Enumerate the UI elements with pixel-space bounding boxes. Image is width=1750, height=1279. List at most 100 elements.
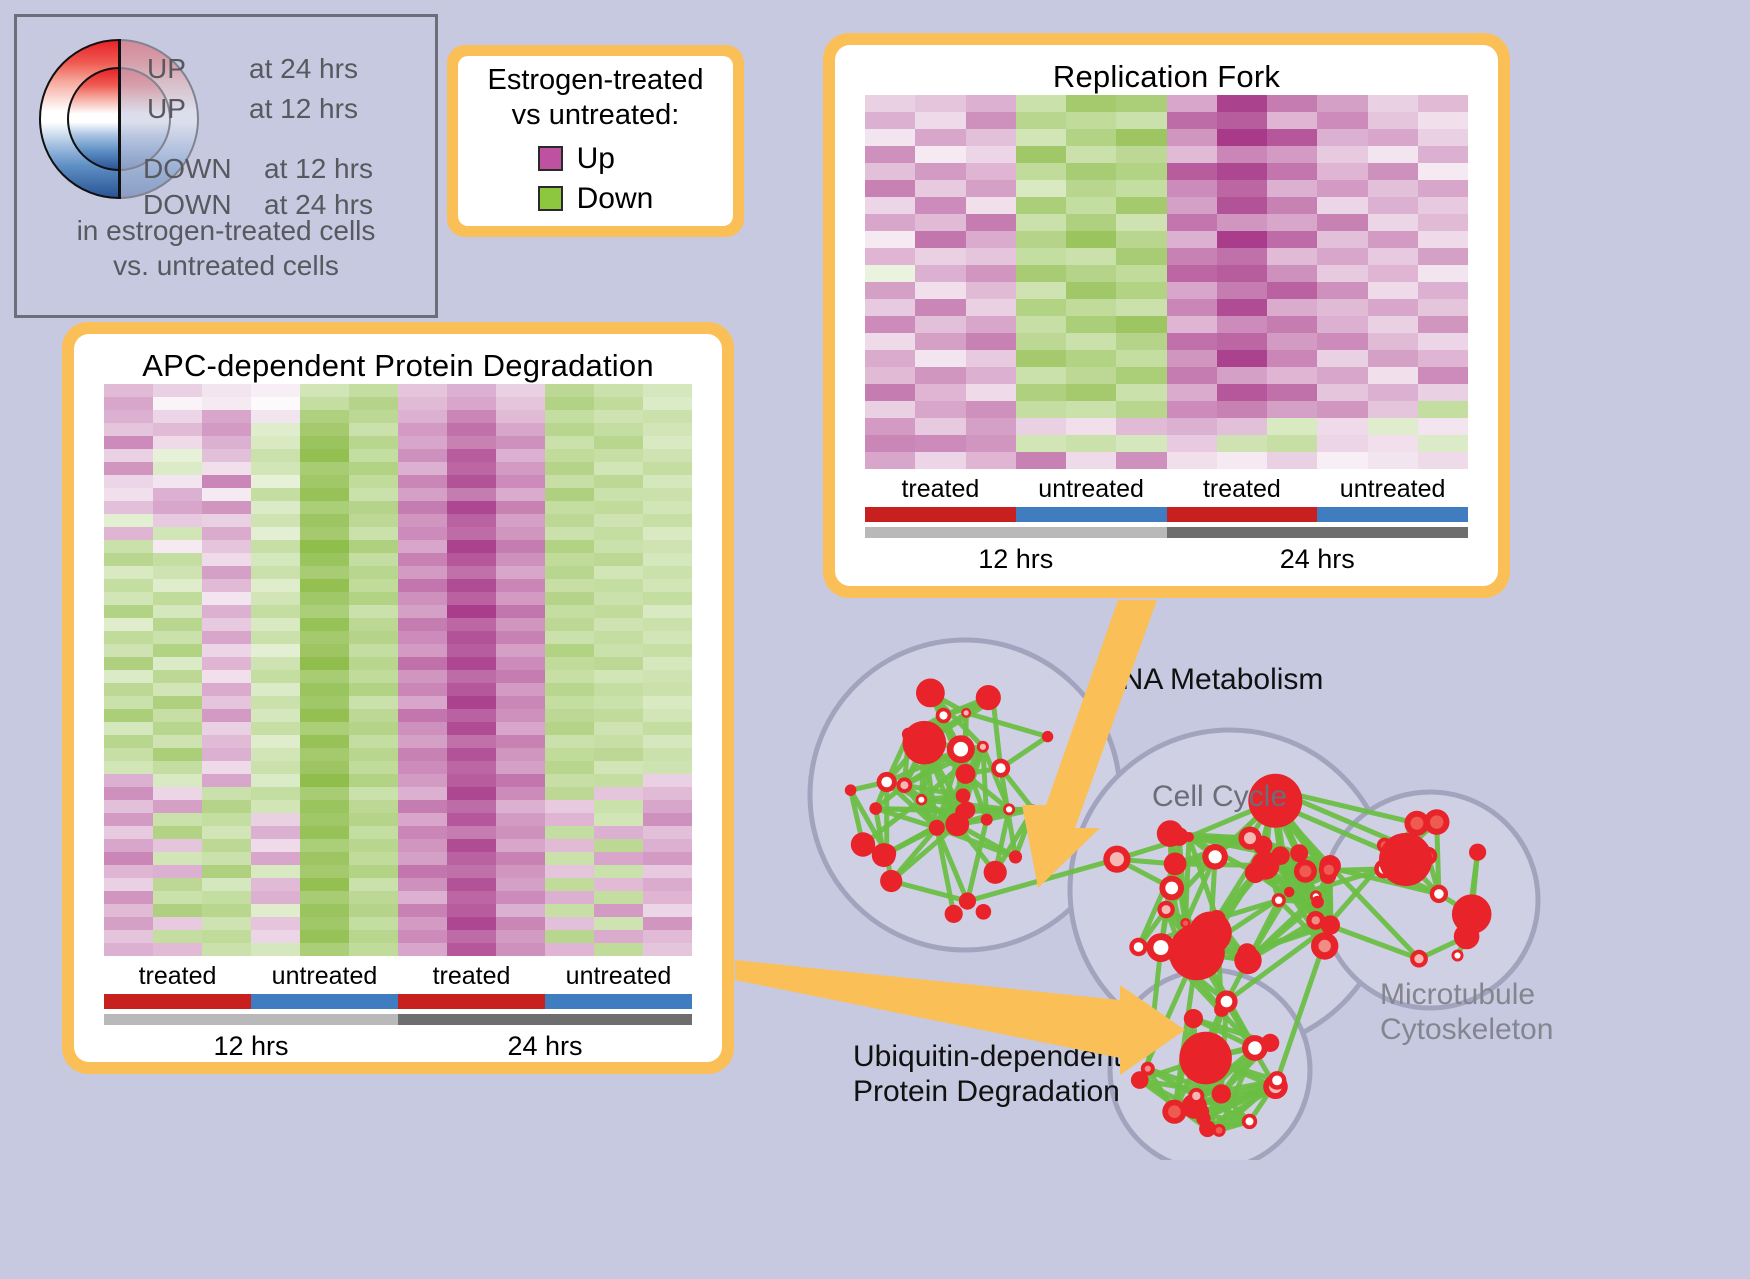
heatmap-cell	[1367, 214, 1418, 231]
network-node	[844, 784, 857, 796]
heatmap-cell	[251, 813, 300, 826]
treatment-bar-apc	[104, 994, 692, 1009]
heatmap-cell	[545, 813, 594, 826]
heatmap-cell	[1216, 282, 1267, 299]
network-node	[1130, 1071, 1149, 1089]
heatmap-cell	[447, 800, 496, 813]
heatmap-cell	[1367, 299, 1418, 316]
heatmap-cell	[594, 800, 643, 813]
heatmap-cell	[398, 865, 447, 878]
heatmap-cell	[202, 488, 251, 501]
heatmap-cell	[251, 644, 300, 657]
network-node	[944, 904, 963, 923]
panel-apc-dependent-inner: APC-dependent Protein Degradation treate…	[74, 334, 722, 1062]
heatmap-cell	[104, 579, 153, 592]
heatmap-cell	[1317, 299, 1368, 316]
heatmap-cell	[643, 709, 692, 722]
heatmap-cell	[915, 384, 966, 401]
heatmap-cell	[1367, 146, 1418, 163]
heatmap-cell	[251, 618, 300, 631]
heatmap-cell	[251, 670, 300, 683]
down-swatch-icon	[537, 186, 563, 212]
heatmap-cell	[398, 787, 447, 800]
heatmap-cell	[1267, 418, 1318, 435]
heatmap-cell	[496, 761, 545, 774]
heatmap-cell	[447, 904, 496, 917]
heatmap-cell	[153, 722, 202, 735]
heatmap-cell	[349, 696, 398, 709]
heatmap-cell	[1267, 248, 1318, 265]
network-node	[1261, 1033, 1280, 1052]
heatmap-cell	[1267, 333, 1318, 350]
heatmap-cell	[865, 214, 916, 231]
heatmap-cell	[496, 514, 545, 527]
heatmap-cell	[1317, 146, 1368, 163]
panel-apc-dependent-title: APC-dependent Protein Degradation	[142, 348, 654, 383]
heatmap-cell	[965, 163, 1016, 180]
group-label-1: untreated	[271, 962, 378, 990]
heatmap-cell	[349, 462, 398, 475]
heatmap-cell	[545, 592, 594, 605]
heatmap-cell	[545, 839, 594, 852]
heatmap-cell	[1116, 384, 1167, 401]
heatmap-cell	[1116, 367, 1167, 384]
network-node-core	[1208, 850, 1222, 864]
heatmap-cell	[643, 527, 692, 540]
heatmap-cell	[1417, 418, 1468, 435]
time-labels-replication-fork: 12 hrs 24 hrs	[865, 538, 1468, 575]
heatmap-cell	[965, 401, 1016, 418]
heatmap-cell	[104, 410, 153, 423]
heatmap-cell	[202, 462, 251, 475]
heatmap-cell	[251, 527, 300, 540]
heatmap-cell	[202, 878, 251, 891]
heatmap-cell	[1267, 214, 1318, 231]
heatmap-cell	[643, 683, 692, 696]
heatmap-cell	[202, 683, 251, 696]
heatmap-cell	[251, 449, 300, 462]
network-node-core	[963, 710, 969, 716]
heatmap-cell	[545, 605, 594, 618]
heatmap-cell	[1417, 282, 1468, 299]
heatmap-cell	[496, 748, 545, 761]
heatmap-cell	[643, 553, 692, 566]
network-edge	[1216, 897, 1280, 922]
heatmap-cell	[594, 501, 643, 514]
heatmap-cell	[496, 826, 545, 839]
heatmap-cell	[594, 748, 643, 761]
heatmap-cell	[594, 709, 643, 722]
heatmap-cell	[496, 722, 545, 735]
heatmap-cell	[349, 787, 398, 800]
heatmap-cell	[447, 657, 496, 670]
heatmap-cell	[447, 735, 496, 748]
heatmap-cell	[1417, 299, 1468, 316]
heatmap-cell	[104, 488, 153, 501]
heatmap-cell	[545, 449, 594, 462]
heatmap-cell	[594, 644, 643, 657]
heatmap-cell	[1066, 435, 1117, 452]
network-node	[1169, 827, 1189, 846]
group-label-0: treated	[901, 475, 980, 503]
heatmap-cell	[496, 696, 545, 709]
heatmap-cell	[153, 631, 202, 644]
heatmap-cell	[1267, 231, 1318, 248]
heatmap-cell	[496, 527, 545, 540]
heatmap-cell	[1116, 214, 1167, 231]
heatmap-cell	[153, 709, 202, 722]
heatmap-cell	[965, 299, 1016, 316]
heatmap-cell	[104, 631, 153, 644]
heatmap-cell	[545, 774, 594, 787]
heatmap-cell	[153, 566, 202, 579]
heatmap-cell	[153, 475, 202, 488]
network-edge	[875, 806, 967, 813]
heatmap-cell	[545, 761, 594, 774]
heatmap-cell	[1367, 401, 1418, 418]
scale-row-3-direction: DOWN	[143, 189, 232, 220]
heatmap-cell	[1317, 384, 1368, 401]
heatmap-cell	[545, 930, 594, 943]
heatmap-cell	[349, 436, 398, 449]
heatmap-cell	[545, 904, 594, 917]
heatmap-cell	[496, 618, 545, 631]
heatmap-cell	[1116, 265, 1167, 282]
heatmap-cell	[594, 384, 643, 397]
heatmap-cell	[1066, 333, 1117, 350]
